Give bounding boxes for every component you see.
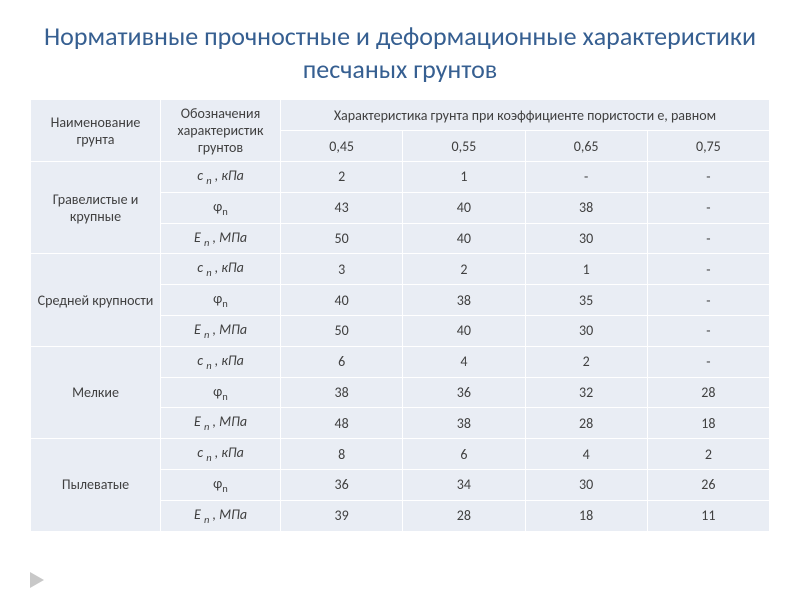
value-cell: 6 — [403, 439, 525, 470]
value-cell: 2 — [281, 162, 403, 193]
value-cell: 4 — [403, 346, 525, 377]
value-cell: 8 — [281, 439, 403, 470]
param-label-cell: φn — [161, 285, 281, 316]
soil-table: Наименование грунта Обозначения характер… — [30, 99, 770, 532]
value-cell: - — [647, 346, 769, 377]
e-value: 0,55 — [403, 131, 525, 162]
param-label-cell: c n , кПа — [161, 254, 281, 285]
param-label-cell: c n , кПа — [161, 162, 281, 193]
soil-name-cell: Гравелистые и крупные — [31, 162, 161, 254]
soil-name-cell: Мелкие — [31, 346, 161, 438]
value-cell: 28 — [647, 377, 769, 408]
param-label-cell: φn — [161, 377, 281, 408]
col-param-header: Обозначения характеристик грунтов — [161, 100, 281, 162]
value-cell: 38 — [403, 285, 525, 316]
value-cell: 43 — [281, 192, 403, 223]
e-value: 0,65 — [525, 131, 647, 162]
value-cell: 1 — [403, 162, 525, 193]
param-label-cell: E n , МПа — [161, 223, 281, 254]
soil-name-cell: Пылеватые — [31, 439, 161, 531]
value-cell: 40 — [403, 315, 525, 346]
value-cell: 18 — [525, 500, 647, 531]
value-cell: 2 — [525, 346, 647, 377]
value-cell: 50 — [281, 315, 403, 346]
value-cell: - — [647, 192, 769, 223]
value-cell: 28 — [525, 408, 647, 439]
value-cell: 35 — [525, 285, 647, 316]
col-name-header: Наименование грунта — [31, 100, 161, 162]
value-cell: 32 — [525, 377, 647, 408]
table-row: Гравелистые и крупныеc n , кПа21-- — [31, 162, 770, 193]
param-label-cell: φn — [161, 469, 281, 500]
value-cell: 26 — [647, 469, 769, 500]
value-cell: 40 — [403, 192, 525, 223]
value-cell: 1 — [525, 254, 647, 285]
value-cell: 38 — [525, 192, 647, 223]
value-cell: 38 — [403, 408, 525, 439]
param-label-cell: E n , МПа — [161, 500, 281, 531]
value-cell: 11 — [647, 500, 769, 531]
value-cell: - — [647, 223, 769, 254]
value-cell: 30 — [525, 469, 647, 500]
table-body: Гравелистые и крупныеc n , кПа21--φn4340… — [31, 162, 770, 532]
value-cell: 36 — [403, 377, 525, 408]
value-cell: 28 — [403, 500, 525, 531]
value-cell: 39 — [281, 500, 403, 531]
col-e-header: Характеристика грунта при коэффициенте п… — [281, 100, 770, 131]
value-cell: 38 — [281, 377, 403, 408]
value-cell: 2 — [647, 439, 769, 470]
table-row: Средней крупностиc n , кПа321- — [31, 254, 770, 285]
table-header: Наименование грунта Обозначения характер… — [31, 100, 770, 162]
value-cell: - — [647, 162, 769, 193]
value-cell: - — [647, 285, 769, 316]
value-cell: 50 — [281, 223, 403, 254]
e-value: 0,45 — [281, 131, 403, 162]
value-cell: 3 — [281, 254, 403, 285]
value-cell: 18 — [647, 408, 769, 439]
param-label-cell: c n , кПа — [161, 439, 281, 470]
value-cell: 30 — [525, 315, 647, 346]
param-label-cell: E n , МПа — [161, 408, 281, 439]
param-label-cell: φn — [161, 192, 281, 223]
value-cell: - — [647, 254, 769, 285]
value-cell: 40 — [281, 285, 403, 316]
slide-title: Нормативные прочностные и деформационные… — [30, 20, 770, 85]
e-value: 0,75 — [647, 131, 769, 162]
value-cell: - — [525, 162, 647, 193]
value-cell: 2 — [403, 254, 525, 285]
soil-name-cell: Средней крупности — [31, 254, 161, 346]
value-cell: 40 — [403, 223, 525, 254]
table-row: Мелкиеc n , кПа642- — [31, 346, 770, 377]
value-cell: 30 — [525, 223, 647, 254]
value-cell: 4 — [525, 439, 647, 470]
table-row: Пылеватыеc n , кПа8642 — [31, 439, 770, 470]
slide-marker-icon — [30, 572, 44, 588]
value-cell: 34 — [403, 469, 525, 500]
value-cell: - — [647, 315, 769, 346]
value-cell: 48 — [281, 408, 403, 439]
value-cell: 36 — [281, 469, 403, 500]
param-label-cell: c n , кПа — [161, 346, 281, 377]
param-label-cell: E n , МПа — [161, 315, 281, 346]
value-cell: 6 — [281, 346, 403, 377]
